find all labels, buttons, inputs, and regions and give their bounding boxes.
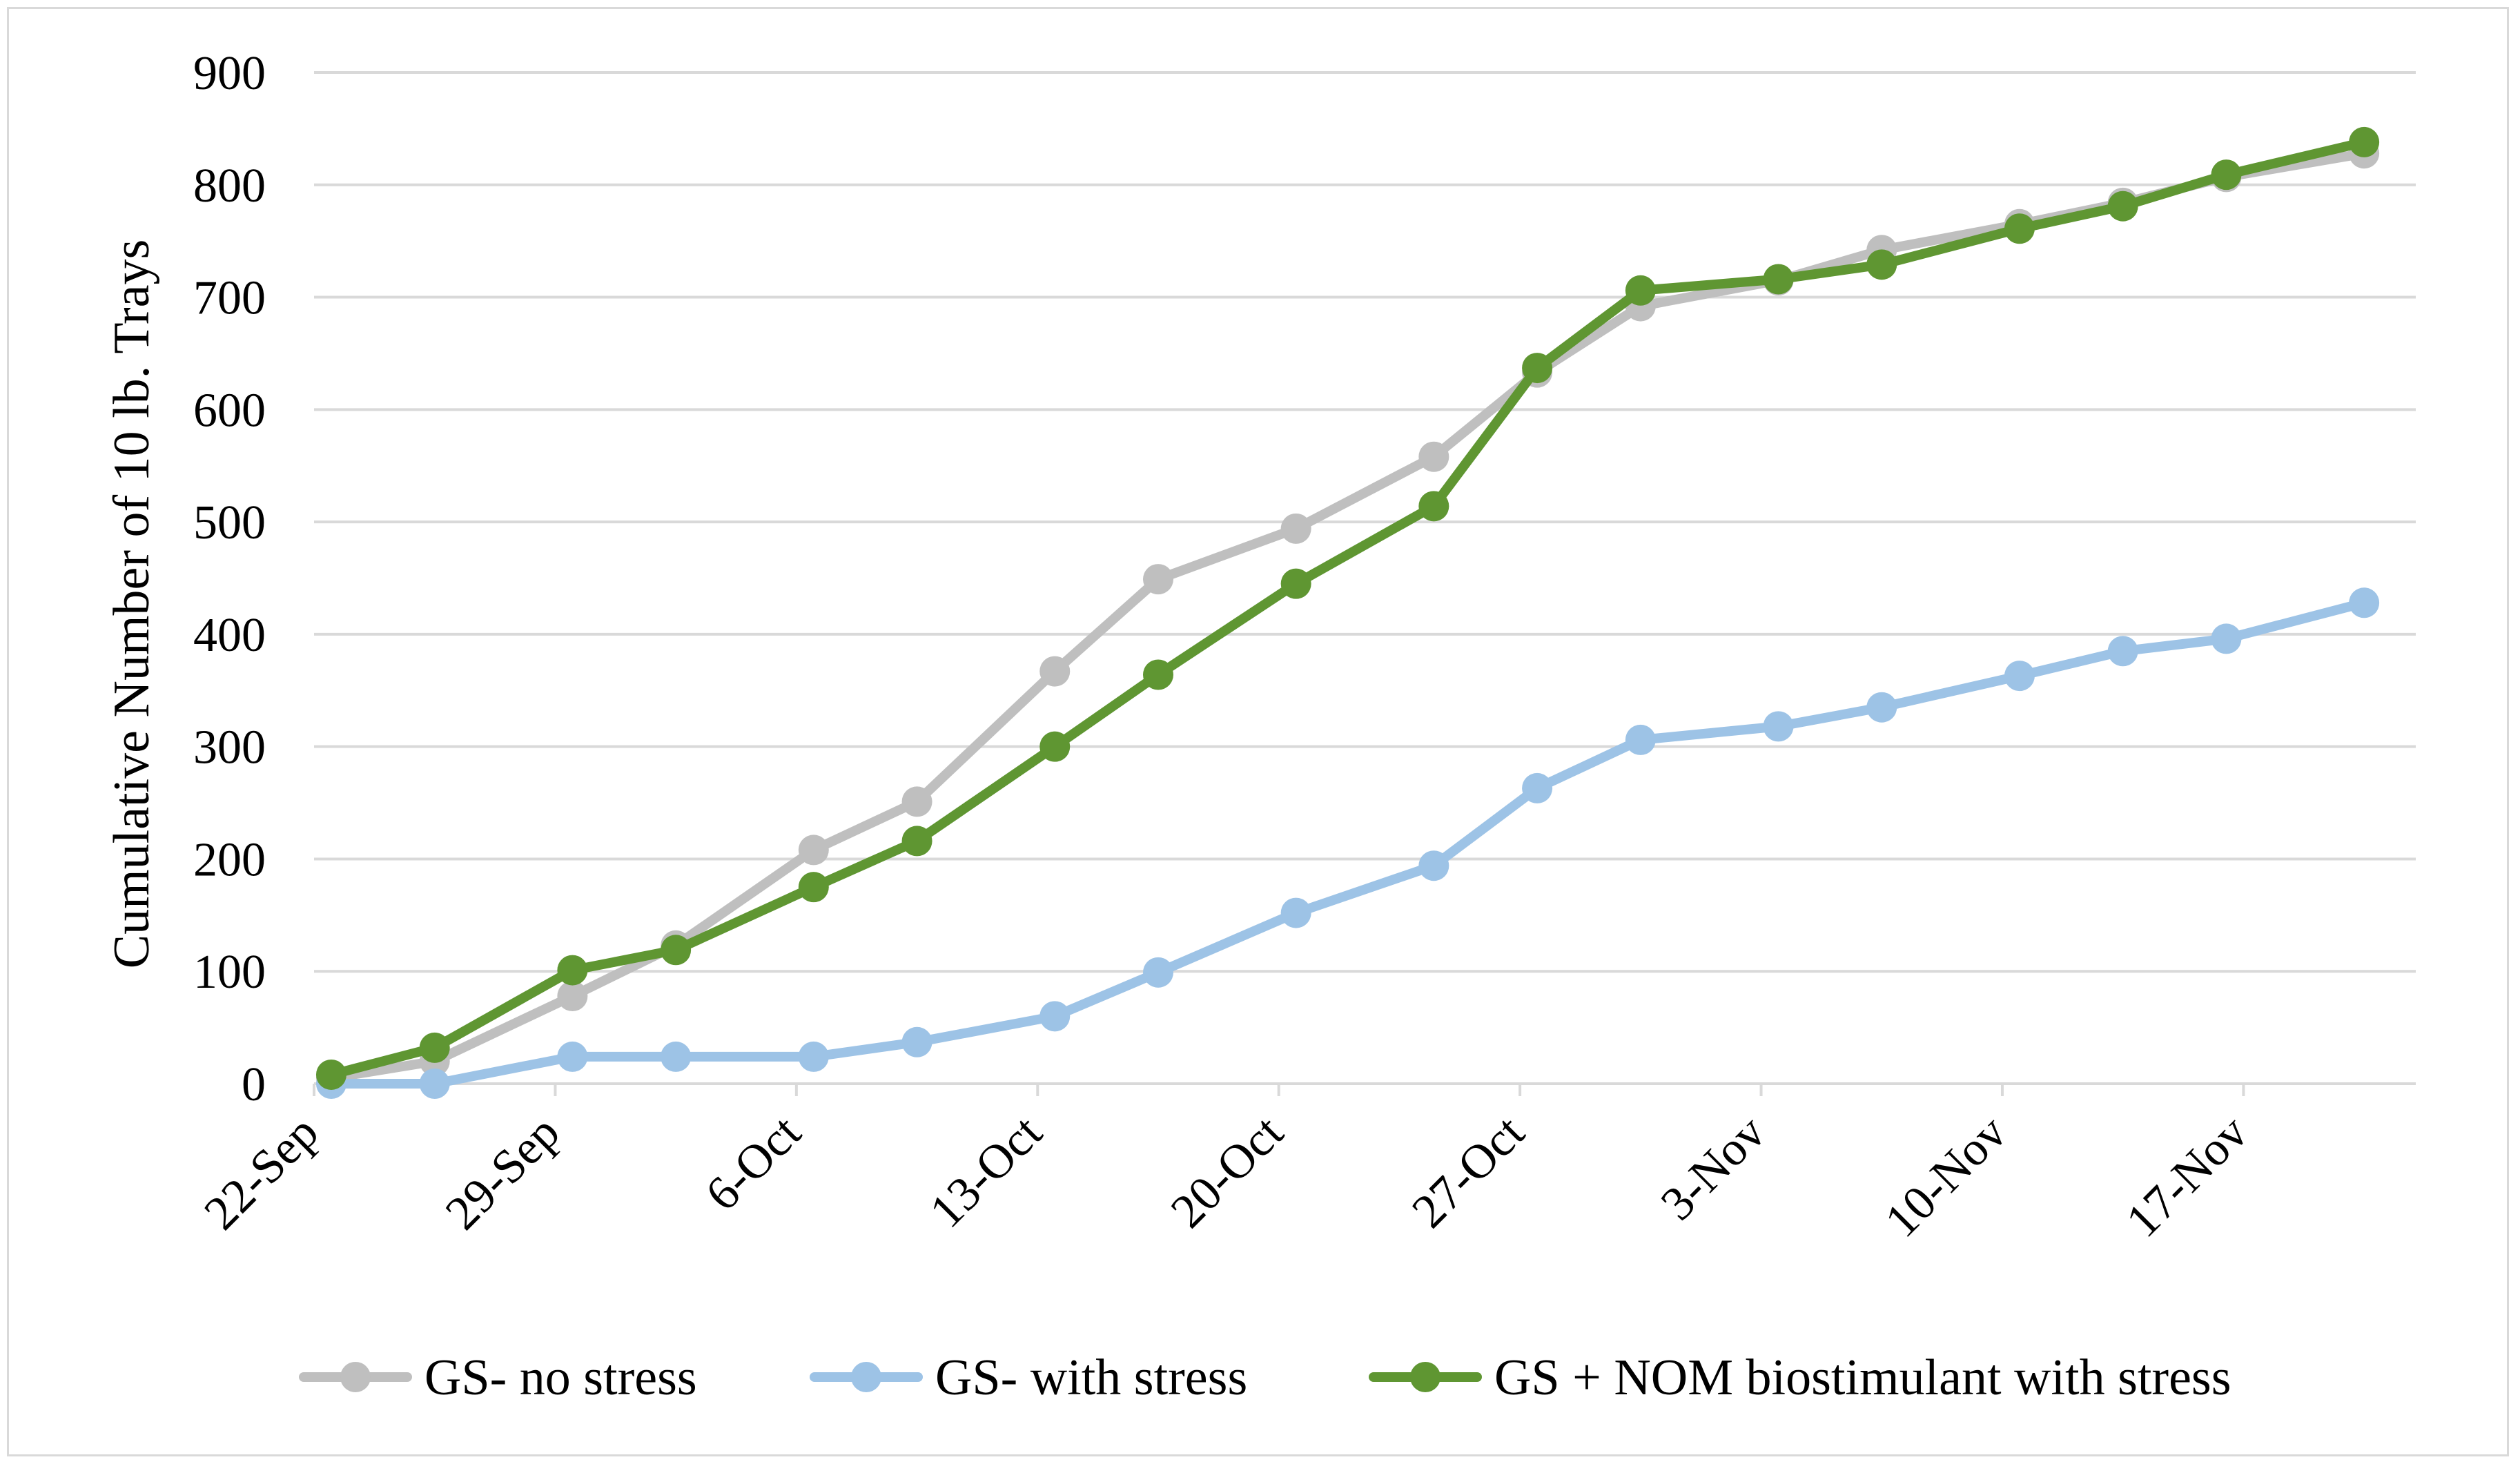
data-point-s2-13 [1866,249,1897,280]
data-point-s1-10 [1522,772,1553,803]
data-point-s2-4 [798,872,829,903]
x-tick-label-17-Nov: 17-Nov [2116,1106,2258,1248]
data-point-s2-2 [557,955,588,986]
y-tick-label-500: 500 [193,496,266,549]
data-point-s2-6 [1039,731,1071,762]
legend-label-0: GS- no stress [424,1349,697,1406]
data-point-s1-13 [1866,692,1897,723]
data-point-s1-4 [798,1041,829,1072]
y-tick-label-200: 200 [193,833,266,886]
legend-swatch-marker-1 [851,1362,881,1392]
series-2 [315,126,2380,1090]
legend-label-1: GS- with stress [935,1349,1247,1406]
x-tick-label-10-Nov: 10-Nov [1875,1106,2018,1248]
data-point-s1-11 [1625,724,1656,755]
data-point-s2-16 [2211,159,2242,191]
data-point-s2-15 [2107,191,2138,222]
legend-item-0: GS- no stress [299,1349,697,1406]
y-tick-label-100: 100 [193,946,266,999]
data-point-s1-12 [1763,711,1794,742]
data-point-s2-11 [1625,275,1656,306]
data-point-s1-16 [2211,623,2242,654]
data-point-s1-9 [1418,850,1449,881]
x-tick-label-29-Sep: 29-Sep [436,1106,570,1240]
series-line-1 [326,598,2370,1089]
data-point-s0-2 [557,981,588,1012]
data-point-s0-5 [901,786,932,817]
legend-swatch-marker-0 [340,1362,371,1392]
data-point-s1-3 [661,1041,692,1072]
series-line-2 [326,137,2370,1080]
y-tick-label-700: 700 [193,272,266,325]
series-line-0 [326,148,2370,1083]
data-point-s1-15 [2107,636,2138,667]
data-point-s2-17 [2349,126,2380,157]
axes [313,1082,2416,1096]
data-point-s1-17 [2349,587,2380,618]
data-point-s2-7 [1142,659,1173,690]
series-1 [315,587,2380,1099]
data-point-s1-1 [419,1069,450,1099]
data-point-s0-4 [798,835,829,866]
x-tick-labels: 22-Sep 29-Sep 6-Oct 13-Oct 20-Oct 27-Oct 3-Nov… [195,1105,2258,1247]
data-point-s2-10 [1522,353,1553,384]
legend-item-1: GS- with stress [810,1349,1247,1406]
y-tick-label-300: 300 [193,721,266,774]
series-0 [315,138,2380,1093]
data-point-s1-5 [901,1026,932,1057]
gridlines [314,71,2416,973]
y-tick-label-800: 800 [193,159,266,213]
chart-frame [7,7,2509,1456]
data-point-s0-7 [1142,564,1173,595]
data-point-s0-8 [1280,513,1311,544]
legend-swatch-marker-2 [1410,1362,1440,1392]
data-point-s2-0 [315,1059,346,1090]
data-point-s2-5 [901,826,932,857]
y-tick-label-400: 400 [193,609,266,662]
data-point-s1-6 [1039,1001,1071,1032]
data-point-s2-3 [661,935,692,966]
data-point-s1-8 [1280,897,1311,928]
data-point-s2-9 [1418,491,1449,522]
x-tick-label-3-Nov: 3-Nov [1651,1106,1776,1231]
data-point-s1-2 [557,1041,588,1072]
data-point-s1-14 [2004,661,2035,692]
legend: GS- no stress GS- with stress GS + NOM bio… [299,1349,2231,1406]
x-tick-label-27-Oct: 27-Oct [1403,1105,1535,1238]
x-tick-label-20-Oct: 20-Oct [1161,1105,1293,1238]
legend-label-2: GS + NOM biostimulant with stress [1494,1349,2231,1406]
y-tick-labels: 0 100 200 300 400 500 600 700 800 900 [193,47,266,1111]
data-point-s1-7 [1142,957,1173,988]
data-point-s0-6 [1039,656,1071,687]
series [315,126,2380,1099]
x-tick-label-22-Sep: 22-Sep [195,1106,329,1240]
data-point-s2-1 [419,1032,450,1063]
y-tick-label-600: 600 [193,384,266,437]
y-axis-title: Cumulative Number of 10 lb. Trays [104,240,160,969]
data-point-s2-12 [1763,264,1794,295]
x-tick-label-13-Oct: 13-Oct [920,1105,1053,1238]
x-tick-label-6-Oct: 6-Oct [696,1105,812,1221]
data-point-s2-14 [2004,213,2035,244]
data-point-s2-8 [1280,568,1311,599]
y-tick-label-0: 0 [242,1058,266,1111]
data-point-s0-9 [1418,441,1449,472]
legend-item-2: GS + NOM biostimulant with stress [1369,1349,2231,1406]
y-tick-label-900: 900 [193,47,266,100]
